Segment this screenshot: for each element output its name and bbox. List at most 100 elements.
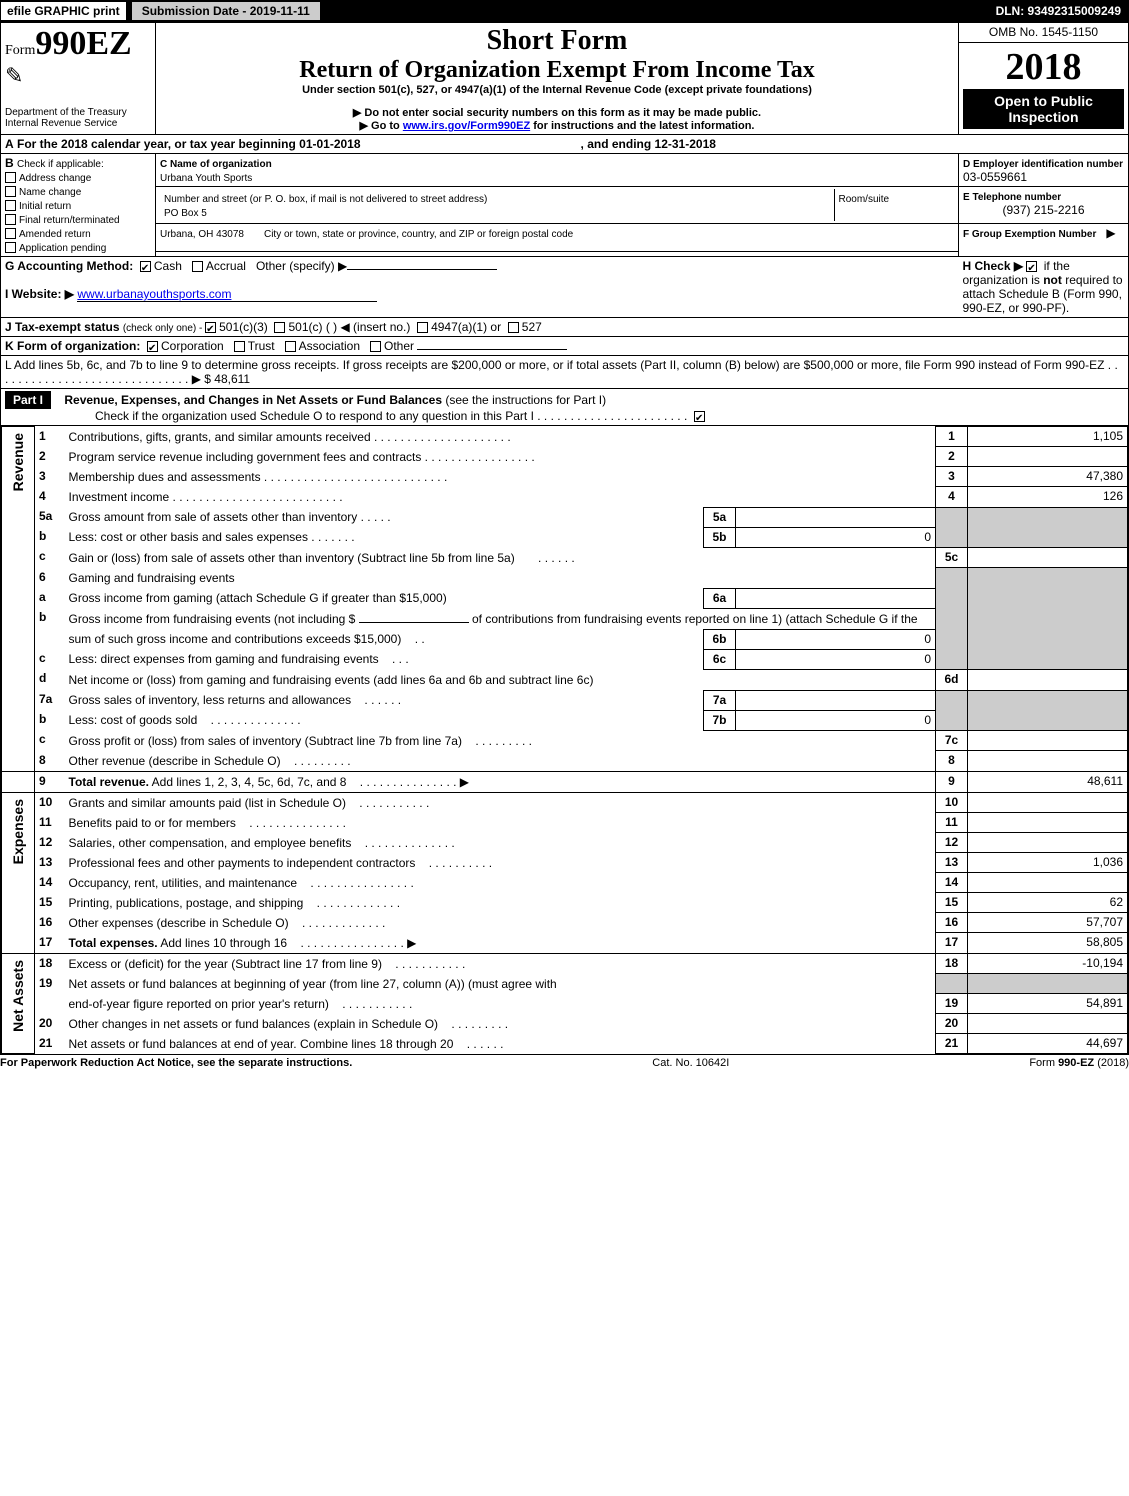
row-5b-subcol: 5b bbox=[704, 527, 736, 547]
amended-label: Amended return bbox=[19, 229, 91, 240]
row-14-num: 14 bbox=[35, 873, 65, 893]
row-12-num: 12 bbox=[35, 833, 65, 853]
501c-checkbox[interactable] bbox=[274, 322, 285, 333]
city-label: City or town, state or province, country… bbox=[264, 229, 573, 240]
h-label: H Check ▶ bbox=[963, 259, 1027, 273]
row-9-col: 9 bbox=[936, 771, 968, 792]
row-17-val: 58,805 bbox=[968, 933, 1128, 954]
row-6-desc: Gaming and fundraising events bbox=[65, 568, 936, 589]
row-6a-subval bbox=[736, 588, 936, 608]
final-label: Final return/terminated bbox=[19, 215, 120, 226]
trust-checkbox[interactable] bbox=[234, 341, 245, 352]
form-table: Form990EZ ✎ Department of the Treasury I… bbox=[0, 22, 1129, 1055]
row-7b-desc: Less: cost of goods sold . . . . . . . .… bbox=[65, 710, 704, 730]
warn2-post: for instructions and the latest informat… bbox=[530, 120, 754, 132]
room-label: Room/suite bbox=[839, 194, 890, 205]
ein-label: D Employer identification number bbox=[963, 159, 1123, 170]
period-line: For the 2018 calendar year, or tax year … bbox=[17, 137, 361, 151]
row-5a-subval bbox=[736, 507, 936, 527]
row-20-num: 20 bbox=[35, 1014, 65, 1034]
group-exempt-arrow: ▶ bbox=[1106, 226, 1115, 240]
form-prefix: Form bbox=[5, 43, 35, 58]
submission-date: Submission Date - 2019-11-11 bbox=[131, 1, 321, 21]
row-11-val bbox=[968, 813, 1128, 833]
row-6d-col: 6d bbox=[936, 669, 968, 690]
accrual-checkbox[interactable] bbox=[192, 261, 203, 272]
omb-number: OMB No. 1545-1150 bbox=[959, 23, 1129, 43]
revenue-section-label: Revenue bbox=[6, 429, 30, 495]
row-9-val: 48,611 bbox=[968, 771, 1128, 792]
irs-link[interactable]: www.irs.gov/Form990EZ bbox=[403, 120, 530, 132]
row-17-desc: Total expenses. Add lines 10 through 16 … bbox=[65, 933, 936, 954]
row-1-num: 1 bbox=[35, 427, 65, 447]
row-21-num: 21 bbox=[35, 1034, 65, 1054]
corp-checkbox[interactable] bbox=[147, 341, 158, 352]
row-8-val bbox=[968, 751, 1128, 772]
warning-2: ▶ Go to www.irs.gov/Form990EZ for instru… bbox=[160, 119, 954, 132]
row-6d-val bbox=[968, 669, 1128, 690]
row-6b-subval: 0 bbox=[736, 629, 936, 649]
other-org-checkbox[interactable] bbox=[370, 341, 381, 352]
check-if-label: Check if applicable: bbox=[17, 159, 104, 170]
part1-check-line: Check if the organization used Schedule … bbox=[95, 409, 687, 423]
row-21-col: 21 bbox=[936, 1034, 968, 1054]
row-16-desc: Other expenses (describe in Schedule O) … bbox=[65, 913, 936, 933]
row-13-col: 13 bbox=[936, 853, 968, 873]
row-3-col: 3 bbox=[936, 467, 968, 487]
amended-checkbox[interactable] bbox=[5, 228, 16, 239]
row-7a-num: 7a bbox=[35, 690, 65, 710]
org-name: Urbana Youth Sports bbox=[160, 173, 252, 184]
assoc-checkbox[interactable] bbox=[285, 341, 296, 352]
row-7b-subcol: 7b bbox=[704, 710, 736, 730]
warn2-pre: ▶ Go to bbox=[360, 120, 403, 132]
row-4-desc: Investment income . . . . . . . . . . . … bbox=[65, 487, 936, 508]
row-10-col: 10 bbox=[936, 792, 968, 813]
row-11-desc: Benefits paid to or for members . . . . … bbox=[65, 813, 936, 833]
row-4-num: 4 bbox=[35, 487, 65, 508]
addr-change-checkbox[interactable] bbox=[5, 172, 16, 183]
name-change-checkbox[interactable] bbox=[5, 186, 16, 197]
final-return-checkbox[interactable] bbox=[5, 214, 16, 225]
expenses-section-label: Expenses bbox=[6, 795, 30, 868]
row-6d-num: d bbox=[35, 669, 65, 690]
name-change-label: Name change bbox=[19, 187, 81, 198]
cash-checkbox[interactable] bbox=[140, 261, 151, 272]
row-7c-num: c bbox=[35, 730, 65, 751]
row-5a-num: 5a bbox=[35, 507, 65, 527]
part1-schedo-checkbox[interactable] bbox=[694, 411, 705, 422]
dept-label: Department of the Treasury bbox=[5, 107, 151, 118]
row-7a-subval bbox=[736, 690, 936, 710]
initial-label: Initial return bbox=[19, 201, 71, 212]
website-link[interactable]: www.urbanayouthsports.com bbox=[77, 287, 377, 302]
row-5b-desc: Less: cost or other basis and sales expe… bbox=[65, 527, 704, 547]
row-7a-subcol: 7a bbox=[704, 690, 736, 710]
tax-year: 2018 bbox=[963, 45, 1124, 89]
row-18-desc: Excess or (deficit) for the year (Subtra… bbox=[65, 953, 936, 974]
h-checkbox[interactable] bbox=[1026, 261, 1037, 272]
501c3-checkbox[interactable] bbox=[205, 322, 216, 333]
accounting-method-label: G Accounting Method: bbox=[5, 259, 133, 273]
row-3-num: 3 bbox=[35, 467, 65, 487]
initial-return-checkbox[interactable] bbox=[5, 200, 16, 211]
part1-title: Revenue, Expenses, and Changes in Net As… bbox=[64, 393, 442, 407]
row-6a-subcol: 6a bbox=[704, 588, 736, 608]
row-6c-desc: Less: direct expenses from gaming and fu… bbox=[65, 649, 704, 669]
ein-value: 03-0559661 bbox=[963, 170, 1027, 184]
row-13-val: 1,036 bbox=[968, 853, 1128, 873]
row-13-num: 13 bbox=[35, 853, 65, 873]
row-19b-desc: end-of-year figure reported on prior yea… bbox=[65, 994, 936, 1014]
return-title: Return of Organization Exempt From Incom… bbox=[160, 57, 954, 84]
row-7b-num: b bbox=[35, 710, 65, 730]
row-6a-desc: Gross income from gaming (attach Schedul… bbox=[65, 588, 704, 608]
lines-table: Revenue 1 Contributions, gifts, grants, … bbox=[1, 426, 1128, 1054]
row-14-desc: Occupancy, rent, utilities, and maintena… bbox=[65, 873, 936, 893]
cash-label: Cash bbox=[154, 259, 182, 273]
row-2-col: 2 bbox=[936, 447, 968, 467]
app-pending-checkbox[interactable] bbox=[5, 242, 16, 253]
527-checkbox[interactable] bbox=[508, 322, 519, 333]
row-18-col: 18 bbox=[936, 953, 968, 974]
501c3-label: 501(c)(3) bbox=[219, 320, 268, 334]
4947-checkbox[interactable] bbox=[417, 322, 428, 333]
row-5c-desc: Gain or (loss) from sale of assets other… bbox=[65, 547, 936, 568]
row-6d-desc: Net income or (loss) from gaming and fun… bbox=[65, 669, 936, 690]
